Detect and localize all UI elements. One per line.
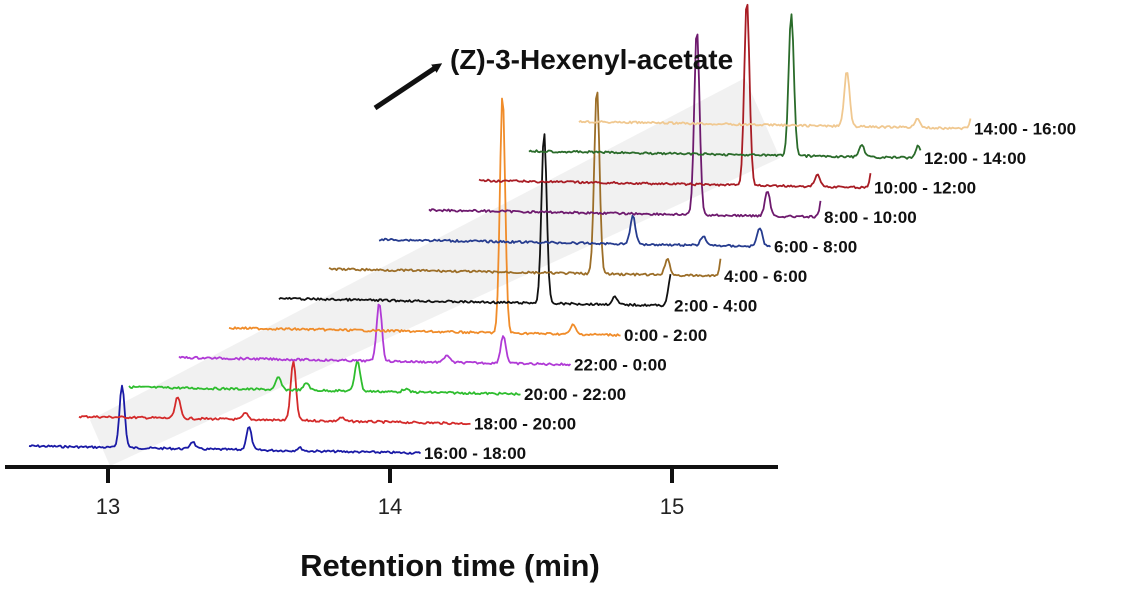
x-tick-label-14: 14 — [378, 494, 402, 519]
series-line-1 — [78, 360, 471, 426]
series-line-0 — [28, 384, 422, 455]
series-label-6: 4:00 - 6:00 — [724, 267, 807, 286]
series-label-11: 14:00 - 16:00 — [974, 120, 1076, 139]
series-line-3 — [178, 303, 572, 367]
annotation-arrow — [373, 63, 443, 111]
highlight-band — [90, 78, 780, 466]
series-line-9 — [478, 3, 872, 190]
annotation-label: (Z)-3-Hexenyl-acetate — [450, 44, 733, 75]
x-tick-label-15: 15 — [660, 494, 684, 519]
series-line-7 — [378, 214, 772, 249]
x-tick-label-13: 13 — [96, 494, 120, 519]
series-line-4 — [228, 97, 621, 337]
series-label-9: 10:00 - 12:00 — [874, 179, 976, 198]
series-group — [28, 3, 972, 455]
series-line-11 — [578, 72, 972, 131]
series-line-8 — [428, 33, 822, 219]
series-line-10 — [528, 13, 922, 160]
series-line-5 — [278, 133, 672, 308]
series-label-3: 22:00 - 0:00 — [574, 356, 667, 375]
series-label-0: 16:00 - 18:00 — [424, 444, 526, 463]
series-label-1: 18:00 - 20:00 — [474, 415, 576, 434]
series-label-2: 20:00 - 22:00 — [524, 385, 626, 404]
series-label-8: 8:00 - 10:00 — [824, 208, 917, 227]
x-axis-ticks: 13 14 15 — [96, 467, 684, 519]
series-line-2 — [128, 360, 521, 396]
series-label-10: 12:00 - 14:00 — [924, 149, 1026, 168]
series-line-6 — [328, 91, 722, 278]
series-label-5: 2:00 - 4:00 — [674, 297, 757, 316]
series-label-4: 0:00 - 2:00 — [624, 326, 707, 345]
x-axis-label: Retention time (min) — [300, 548, 600, 583]
series-label-7: 6:00 - 8:00 — [774, 238, 857, 257]
series-labels: 16:00 - 18:00 18:00 - 20:00 20:00 - 22:00 2… — [424, 120, 1076, 464]
